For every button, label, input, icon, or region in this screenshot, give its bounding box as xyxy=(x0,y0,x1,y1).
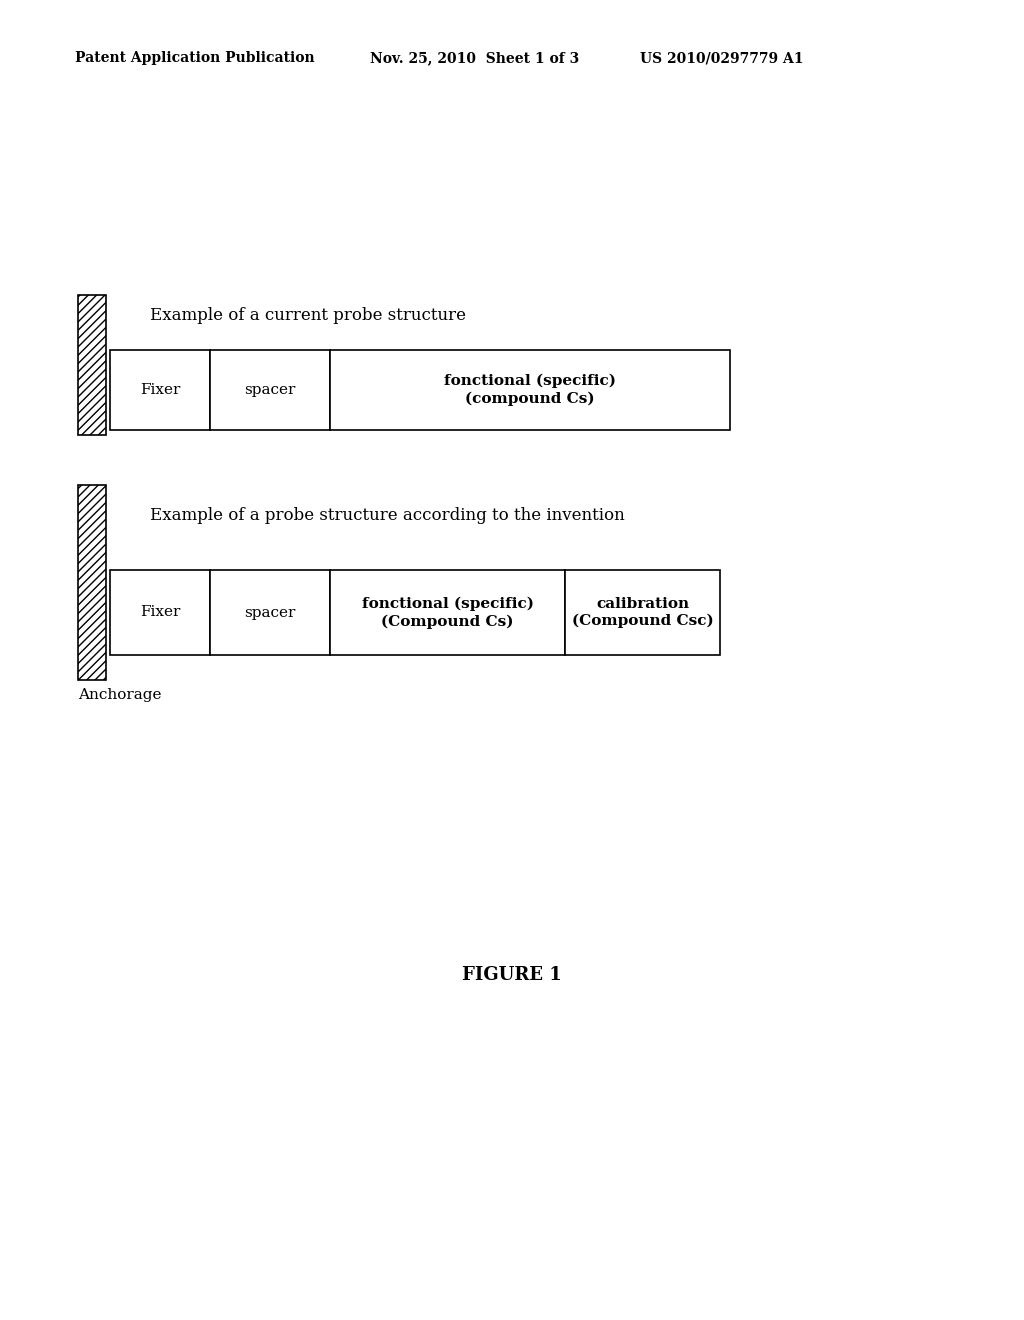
Text: spacer: spacer xyxy=(245,383,296,397)
Bar xyxy=(78,484,106,680)
Text: fonctional (specific)
(compound Cs): fonctional (specific) (compound Cs) xyxy=(444,374,616,407)
Bar xyxy=(110,570,210,655)
Bar xyxy=(210,570,330,655)
Text: Patent Application Publication: Patent Application Publication xyxy=(75,51,314,65)
Text: Fixer: Fixer xyxy=(140,606,180,619)
Text: Example of a probe structure according to the invention: Example of a probe structure according t… xyxy=(150,507,625,524)
Bar xyxy=(330,350,730,430)
Text: spacer: spacer xyxy=(245,606,296,619)
Text: Fixer: Fixer xyxy=(140,383,180,397)
Text: calibration
(Compound Csc): calibration (Compound Csc) xyxy=(571,597,714,628)
Bar xyxy=(210,350,330,430)
Text: US 2010/0297779 A1: US 2010/0297779 A1 xyxy=(640,51,804,65)
Text: Nov. 25, 2010  Sheet 1 of 3: Nov. 25, 2010 Sheet 1 of 3 xyxy=(370,51,580,65)
Bar xyxy=(330,570,565,655)
Text: FIGURE 1: FIGURE 1 xyxy=(462,966,562,983)
Bar xyxy=(565,570,720,655)
Text: fonctional (specific)
(Compound Cs): fonctional (specific) (Compound Cs) xyxy=(361,597,534,628)
Text: Anchorage: Anchorage xyxy=(78,688,162,702)
Bar xyxy=(110,350,210,430)
Text: Example of a current probe structure: Example of a current probe structure xyxy=(150,306,466,323)
Bar xyxy=(78,294,106,436)
